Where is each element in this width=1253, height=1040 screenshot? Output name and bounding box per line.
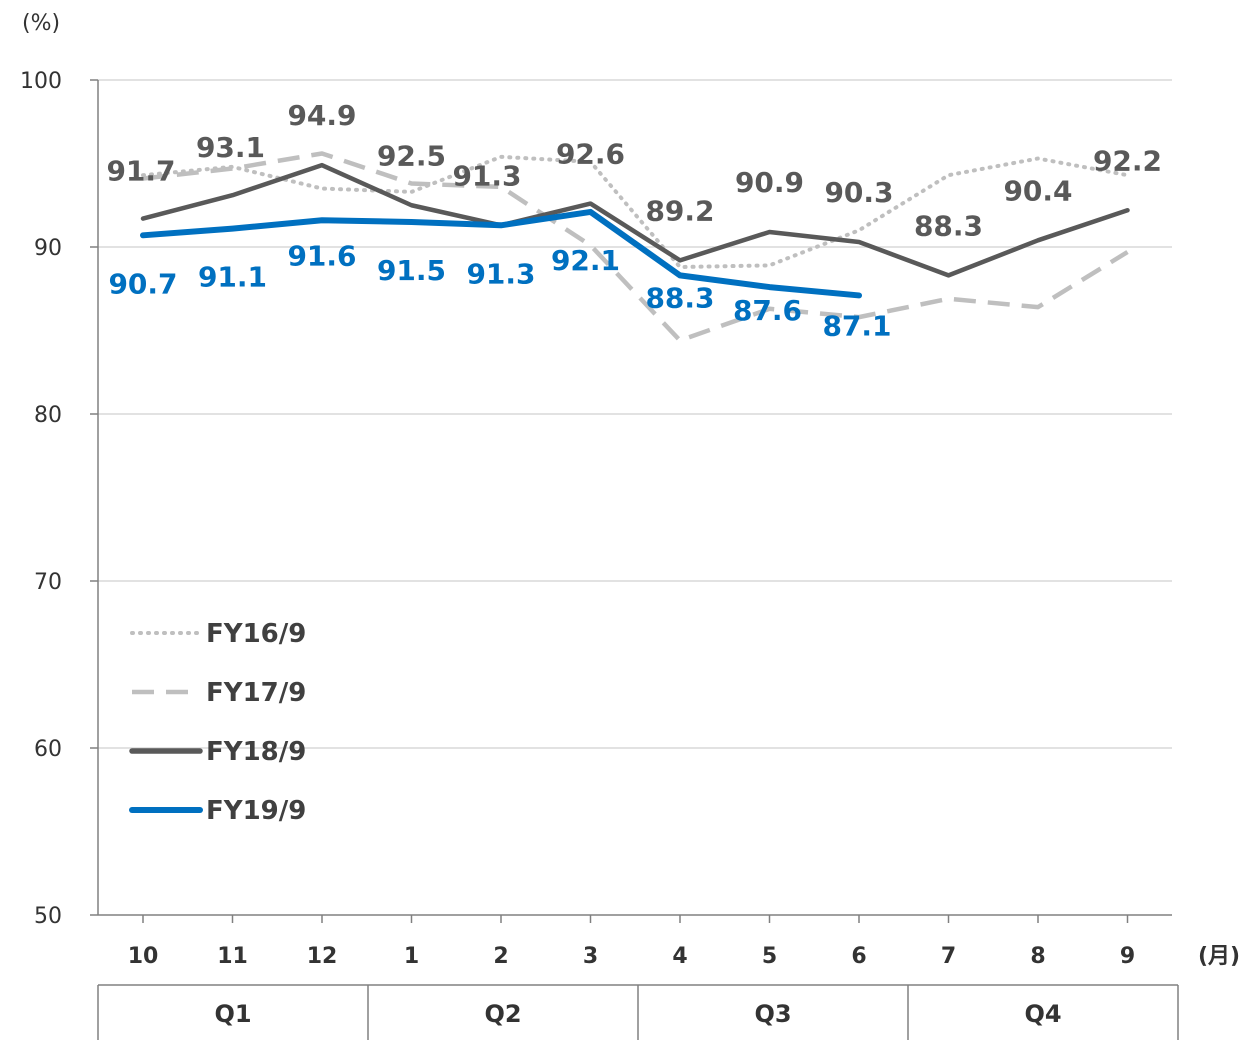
data-label-fy18-9-5: 90.9 — [735, 166, 804, 199]
data-label-fy18-9-12: 94.9 — [287, 99, 356, 132]
series-line-fy18-9 — [140, 162, 1130, 278]
x-tick-label-5: 5 — [762, 944, 777, 969]
y-tick-labels: 50 60 70 80 90 100 — [20, 69, 62, 929]
x-tick-label-10: 10 — [128, 944, 159, 969]
quarter-label-q4: Q4 — [1024, 1000, 1061, 1028]
data-label-fy18-9-7: 88.3 — [914, 209, 983, 242]
data-label-fy19-9-10: 90.7 — [108, 267, 177, 300]
legend-label-fy17-9: FY17/9 — [206, 678, 306, 708]
x-tick-label-6: 6 — [851, 944, 866, 969]
quarter-label-q3: Q3 — [754, 1000, 791, 1028]
x-tick-label-11: 11 — [217, 944, 248, 969]
y-tick-label-50: 50 — [34, 904, 62, 929]
quarter-bands: Q1 Q2 Q3 Q4 — [97, 984, 1179, 1040]
legend-label-fy16-9: FY16/9 — [206, 619, 306, 649]
x-tick-label-1: 1 — [404, 944, 419, 969]
data-label-fy18-9-6: 90.3 — [824, 176, 893, 209]
x-tick-label-8: 8 — [1030, 944, 1045, 969]
data-label-fy18-9-3: 92.6 — [556, 138, 625, 171]
x-tick-label-2: 2 — [493, 944, 508, 969]
data-label-fy18-9-11: 93.1 — [196, 131, 265, 164]
data-label-fy19-9-5: 87.6 — [733, 294, 802, 327]
quarter-label-q2: Q2 — [484, 1000, 521, 1028]
axes — [90, 79, 1172, 923]
data-label-fy19-9-11: 91.1 — [198, 261, 267, 294]
legend: FY16/9 FY17/9 FY18/9 FY19/9 — [129, 619, 306, 826]
data-label-fy18-9-8: 90.4 — [1003, 174, 1072, 207]
series-line-fy19-9 — [140, 208, 862, 299]
data-label-fy18-9-9: 92.2 — [1093, 144, 1162, 177]
x-tick-label-9: 9 — [1120, 944, 1135, 969]
data-label-fy18-9-2: 91.3 — [452, 159, 521, 192]
data-label-fy19-9-1: 91.5 — [377, 254, 446, 287]
series-lines — [140, 151, 1130, 343]
data-label-fy18-9-1: 92.5 — [377, 139, 446, 172]
data-label-fy19-9-4: 88.3 — [645, 281, 714, 314]
y-tick-label-70: 70 — [34, 570, 62, 595]
x-tick-label-4: 4 — [672, 944, 687, 969]
legend-label-fy19-9: FY19/9 — [206, 796, 306, 826]
series-line-fy17-9 — [142, 151, 1129, 343]
y-axis-label: (%) — [22, 11, 60, 36]
legend-label-fy18-9: FY18/9 — [206, 737, 306, 767]
y-tick-label-90: 90 — [34, 236, 62, 261]
y-tick-label-100: 100 — [20, 69, 62, 94]
data-label-fy19-9-12: 91.6 — [287, 239, 356, 272]
grid-lines — [98, 79, 1172, 749]
data-label-fy18-9-10: 91.7 — [106, 155, 175, 188]
quarter-label-q1: Q1 — [214, 1000, 251, 1028]
data-label-fy19-9-3: 92.1 — [551, 244, 620, 277]
x-axis-label: (月) — [1198, 944, 1240, 969]
x-tick-label-3: 3 — [583, 944, 598, 969]
y-tick-label-60: 60 — [34, 737, 62, 762]
data-label-fy19-9-2: 91.3 — [466, 257, 535, 290]
data-label-fy18-9-4: 89.2 — [645, 194, 714, 227]
x-tick-label-7: 7 — [941, 944, 956, 969]
data-labels: 91.793.194.992.591.392.689.290.9 90.388.3… — [106, 99, 1162, 342]
data-label-fy19-9-6: 87.1 — [822, 309, 891, 342]
y-tick-label-80: 80 — [34, 403, 62, 428]
series-line-fy16-9 — [141, 154, 1130, 270]
x-tick-labels: 10 11 12 1 2 3 4 5 6 7 8 9 — [128, 944, 1135, 969]
x-tick-label-12: 12 — [307, 944, 338, 969]
